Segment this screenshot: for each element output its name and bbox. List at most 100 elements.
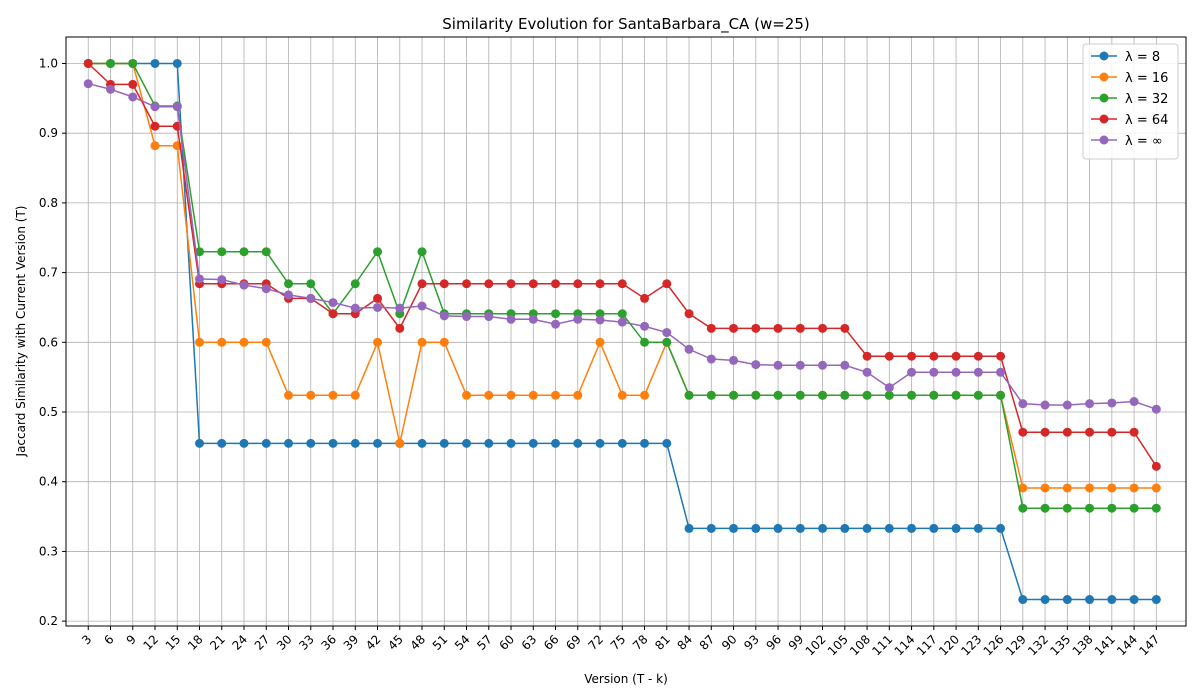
x-tick-label: 123 xyxy=(958,632,984,658)
legend-swatch-marker xyxy=(1099,93,1109,103)
data-point xyxy=(684,309,694,319)
legend-label: λ = ∞ xyxy=(1125,134,1163,149)
data-point xyxy=(640,337,650,347)
data-point xyxy=(395,438,405,448)
x-tick-label: 3 xyxy=(79,632,94,647)
data-point xyxy=(1129,483,1139,493)
data-point xyxy=(1040,427,1050,437)
data-point xyxy=(751,323,761,333)
x-axis-label: Version (T - k) xyxy=(584,672,668,686)
data-point xyxy=(1107,398,1117,408)
x-tick-label: 72 xyxy=(585,632,606,653)
x-tick-label: 6 xyxy=(101,632,116,647)
x-tick-label: 57 xyxy=(474,632,495,653)
data-point xyxy=(1107,427,1117,437)
data-point xyxy=(773,390,783,400)
axes-frame xyxy=(65,36,1187,627)
data-point xyxy=(884,523,894,533)
data-point xyxy=(684,344,694,354)
x-axis-ticks: 3 6 9 12 15 18 21 24 27 30 33 36 39 42 45 48 51 54 57 60 63 6… xyxy=(79,626,1162,658)
data-point xyxy=(284,390,294,400)
data-point xyxy=(729,390,739,400)
data-point xyxy=(595,309,605,319)
data-point xyxy=(840,323,850,333)
x-tick-label: 78 xyxy=(630,632,651,653)
data-point xyxy=(617,390,627,400)
data-point xyxy=(439,337,449,347)
data-point xyxy=(996,523,1006,533)
data-point xyxy=(417,438,427,448)
data-point xyxy=(884,390,894,400)
data-point xyxy=(929,523,939,533)
y-tick-label: 0.4 xyxy=(39,475,58,489)
data-point xyxy=(706,390,716,400)
series-3 xyxy=(83,58,1161,471)
x-tick-label: 108 xyxy=(847,632,873,658)
x-tick-label: 51 xyxy=(430,632,451,653)
legend-item: λ = ∞ xyxy=(1091,134,1163,149)
data-point xyxy=(1129,427,1139,437)
x-tick-label: 147 xyxy=(1136,632,1162,658)
x-tick-label: 129 xyxy=(1003,632,1029,658)
data-point xyxy=(884,383,894,393)
data-point xyxy=(951,367,961,377)
data-point xyxy=(551,438,561,448)
data-point xyxy=(350,438,360,448)
data-point xyxy=(506,314,516,324)
data-point xyxy=(640,293,650,303)
data-point xyxy=(862,390,872,400)
data-point xyxy=(1151,483,1161,493)
x-tick-label: 135 xyxy=(1047,632,1073,658)
data-point xyxy=(1018,595,1028,605)
data-point xyxy=(862,523,872,533)
data-point xyxy=(973,390,983,400)
data-point xyxy=(617,279,627,289)
x-tick-label: 84 xyxy=(674,632,695,653)
data-point xyxy=(1085,483,1095,493)
y-tick-label: 0.6 xyxy=(39,335,58,349)
data-point xyxy=(929,390,939,400)
x-tick-label: 60 xyxy=(496,632,517,653)
data-point xyxy=(328,390,338,400)
data-point xyxy=(706,523,716,533)
legend-item: λ = 16 xyxy=(1091,71,1168,86)
data-point xyxy=(1107,483,1117,493)
data-point xyxy=(1062,483,1072,493)
data-point xyxy=(1040,503,1050,513)
data-point xyxy=(684,523,694,533)
data-point xyxy=(373,293,383,303)
data-point xyxy=(907,367,917,377)
data-point xyxy=(862,351,872,361)
data-point xyxy=(773,360,783,370)
data-point xyxy=(617,317,627,327)
y-tick-label: 0.7 xyxy=(39,266,58,280)
data-point xyxy=(1018,503,1028,513)
data-point xyxy=(261,284,271,294)
x-tick-label: 75 xyxy=(608,632,629,653)
data-point xyxy=(350,303,360,313)
y-tick-label: 0.3 xyxy=(39,544,58,558)
data-point xyxy=(795,323,805,333)
data-point xyxy=(239,438,249,448)
data-point xyxy=(729,523,739,533)
data-point xyxy=(106,84,116,94)
legend-label: λ = 32 xyxy=(1125,92,1168,107)
data-point xyxy=(729,355,739,365)
data-point xyxy=(795,360,805,370)
data-point xyxy=(195,247,205,257)
data-point xyxy=(328,438,338,448)
data-point xyxy=(484,390,494,400)
data-point xyxy=(884,351,894,361)
x-tick-label: 132 xyxy=(1025,632,1051,658)
x-tick-label: 96 xyxy=(763,632,784,653)
data-point xyxy=(907,351,917,361)
legend: λ = 8 λ = 16 λ = 32 λ = 64 λ = ∞ xyxy=(1082,43,1179,160)
y-tick-label: 0.8 xyxy=(39,196,58,210)
data-point xyxy=(217,438,227,448)
data-point xyxy=(640,438,650,448)
data-point xyxy=(795,523,805,533)
data-point xyxy=(150,58,160,68)
data-point xyxy=(573,279,583,289)
data-point xyxy=(662,337,672,347)
